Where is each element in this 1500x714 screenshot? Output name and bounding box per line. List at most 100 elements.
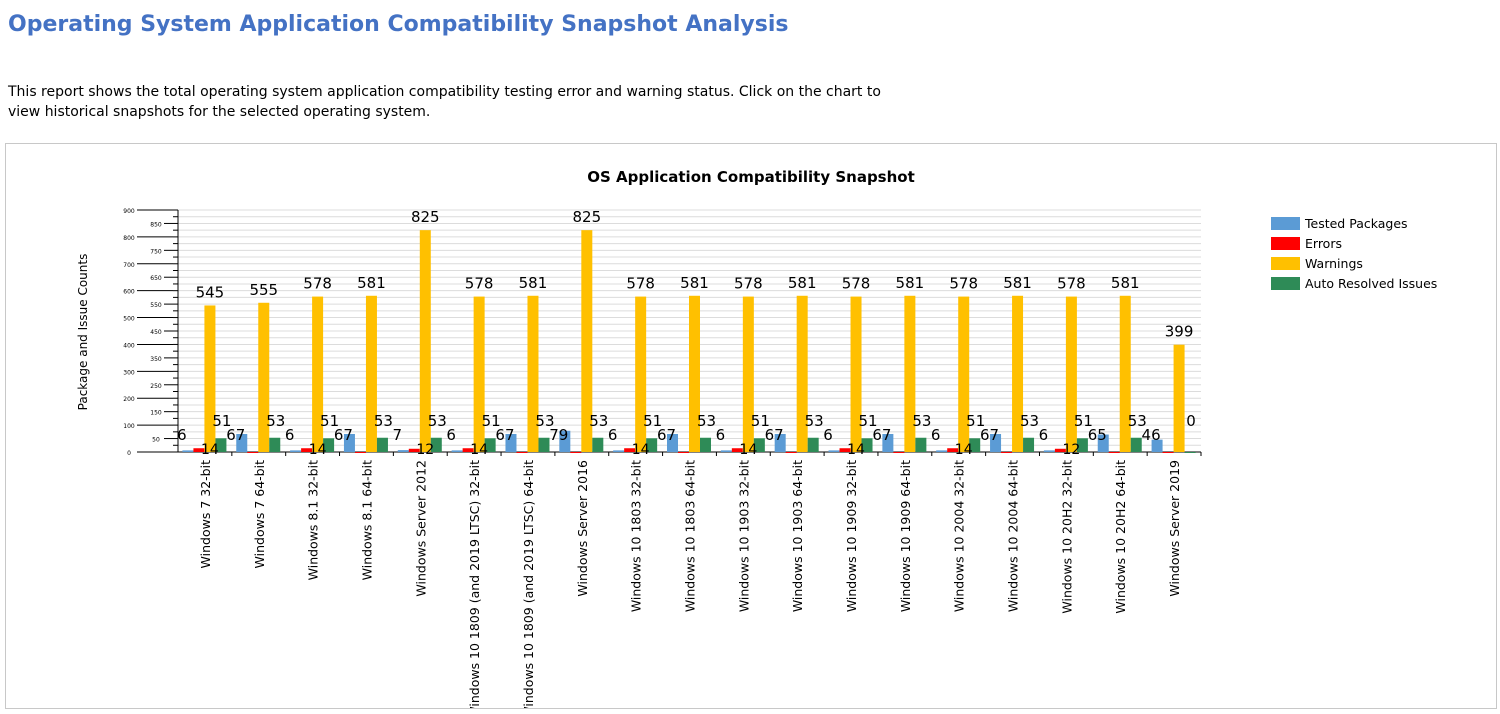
bar-warnings[interactable] bbox=[419, 230, 431, 452]
bar-errors[interactable] bbox=[462, 448, 474, 452]
bar-errors[interactable] bbox=[893, 452, 905, 453]
data-label: 825 bbox=[411, 208, 440, 226]
bar-errors[interactable] bbox=[947, 448, 959, 452]
bar-auto-resolved-issues[interactable] bbox=[1184, 452, 1196, 453]
bar-warnings[interactable] bbox=[958, 296, 970, 452]
bar-errors[interactable] bbox=[839, 448, 851, 452]
bar-tested-packages[interactable] bbox=[451, 450, 463, 452]
bar-auto-resolved-issues[interactable] bbox=[807, 437, 819, 452]
bar-errors[interactable] bbox=[731, 448, 743, 452]
bar-errors[interactable] bbox=[408, 448, 420, 452]
bar-errors[interactable] bbox=[516, 452, 528, 453]
bar-warnings[interactable] bbox=[689, 295, 700, 452]
bar-errors[interactable] bbox=[1108, 452, 1120, 453]
data-label: 7 bbox=[393, 426, 403, 444]
data-label: 53 bbox=[374, 412, 393, 430]
data-label: 53 bbox=[697, 412, 716, 430]
bar-auto-resolved-issues[interactable] bbox=[646, 438, 658, 452]
bar-warnings[interactable] bbox=[1119, 295, 1131, 452]
bar-tested-packages[interactable] bbox=[1097, 434, 1109, 452]
bar-warnings[interactable] bbox=[258, 302, 270, 452]
bar-tested-packages[interactable] bbox=[343, 433, 355, 452]
bar-warnings[interactable] bbox=[527, 295, 539, 452]
data-label: 51 bbox=[212, 412, 231, 430]
bar-tested-packages[interactable] bbox=[828, 450, 840, 452]
data-label: 6 bbox=[285, 426, 295, 444]
bar-tested-packages[interactable] bbox=[882, 433, 894, 452]
bar-warnings[interactable] bbox=[473, 296, 485, 452]
bar-tested-packages[interactable] bbox=[397, 450, 409, 452]
bar-warnings[interactable] bbox=[742, 296, 754, 452]
bar-tested-packages[interactable] bbox=[667, 433, 678, 452]
bar-warnings[interactable] bbox=[850, 296, 862, 452]
bar-tested-packages[interactable] bbox=[290, 450, 302, 452]
bar-warnings[interactable] bbox=[365, 295, 377, 452]
y-tick-label: 50 bbox=[152, 437, 160, 444]
bar-errors[interactable] bbox=[624, 448, 636, 452]
bar-errors[interactable] bbox=[1162, 452, 1174, 453]
legend-label: Errors bbox=[1305, 236, 1342, 251]
bar-warnings[interactable] bbox=[1173, 344, 1185, 452]
bar-auto-resolved-issues[interactable] bbox=[753, 438, 765, 452]
bar-auto-resolved-issues[interactable] bbox=[538, 437, 550, 452]
data-label: 53 bbox=[805, 412, 824, 430]
bar-tested-packages[interactable] bbox=[774, 433, 786, 452]
bar-auto-resolved-issues[interactable] bbox=[430, 437, 442, 452]
y-axis-label: Package and Issue Counts bbox=[76, 254, 90, 411]
bar-warnings[interactable] bbox=[904, 295, 916, 452]
bar-warnings[interactable] bbox=[796, 295, 808, 452]
bar-tested-packages[interactable] bbox=[559, 430, 571, 452]
x-tick-label: Windows Server 2019 bbox=[1167, 460, 1182, 597]
data-label: 14 bbox=[309, 442, 327, 458]
bar-tested-packages[interactable] bbox=[936, 450, 948, 452]
bar-auto-resolved-issues[interactable] bbox=[861, 438, 873, 452]
bar-auto-resolved-issues[interactable] bbox=[1023, 437, 1035, 452]
bar-chart[interactable]: OS Application Compatibility Snapshot Pa… bbox=[6, 144, 1496, 708]
bar-tested-packages[interactable] bbox=[990, 433, 1002, 452]
bar-auto-resolved-issues[interactable] bbox=[323, 438, 335, 452]
bars[interactable] bbox=[182, 230, 1196, 453]
bar-warnings[interactable] bbox=[635, 296, 647, 452]
bar-auto-resolved-issues[interactable] bbox=[969, 438, 981, 452]
bar-auto-resolved-issues[interactable] bbox=[915, 437, 927, 452]
x-tick-label: Windows 10 1909 64-bit bbox=[898, 460, 913, 612]
bar-auto-resolved-issues[interactable] bbox=[592, 437, 604, 452]
bar-errors[interactable] bbox=[785, 452, 797, 453]
bar-tested-packages[interactable] bbox=[613, 450, 625, 452]
bar-auto-resolved-issues[interactable] bbox=[376, 437, 388, 452]
data-label: 67 bbox=[657, 426, 676, 444]
bar-errors[interactable] bbox=[193, 448, 205, 452]
bar-errors[interactable] bbox=[247, 452, 259, 453]
bar-tested-packages[interactable] bbox=[182, 450, 194, 452]
bar-errors[interactable] bbox=[1054, 448, 1066, 452]
data-label: 825 bbox=[572, 208, 601, 226]
bar-tested-packages[interactable] bbox=[720, 450, 732, 452]
bar-errors[interactable] bbox=[1001, 452, 1013, 453]
bar-auto-resolved-issues[interactable] bbox=[215, 438, 227, 452]
x-tick-label: Windows Server 2016 bbox=[575, 460, 590, 597]
bar-errors[interactable] bbox=[354, 452, 366, 453]
legend-swatch bbox=[1271, 277, 1300, 290]
y-tick-label: 100 bbox=[123, 423, 135, 430]
bar-warnings[interactable] bbox=[312, 296, 324, 452]
bar-tested-packages[interactable] bbox=[505, 433, 517, 452]
bar-auto-resolved-issues[interactable] bbox=[269, 437, 281, 452]
bar-auto-resolved-issues[interactable] bbox=[1076, 438, 1088, 452]
bar-errors[interactable] bbox=[678, 452, 689, 453]
bar-tested-packages[interactable] bbox=[1151, 439, 1163, 452]
bar-auto-resolved-issues[interactable] bbox=[1130, 437, 1142, 452]
bar-warnings[interactable] bbox=[1065, 296, 1077, 452]
bar-warnings[interactable] bbox=[1012, 295, 1024, 452]
bar-warnings[interactable] bbox=[581, 230, 593, 452]
data-label: 6 bbox=[1039, 426, 1049, 444]
bar-tested-packages[interactable] bbox=[236, 433, 248, 452]
bar-warnings[interactable] bbox=[204, 305, 216, 452]
y-tick-label: 400 bbox=[123, 342, 135, 349]
bar-auto-resolved-issues[interactable] bbox=[700, 437, 711, 452]
data-label: 578 bbox=[465, 275, 494, 293]
bar-errors[interactable] bbox=[301, 448, 313, 452]
bar-errors[interactable] bbox=[570, 452, 582, 453]
bar-auto-resolved-issues[interactable] bbox=[484, 438, 496, 452]
chart-frame[interactable]: OS Application Compatibility Snapshot Pa… bbox=[5, 143, 1497, 709]
bar-tested-packages[interactable] bbox=[1043, 450, 1055, 452]
